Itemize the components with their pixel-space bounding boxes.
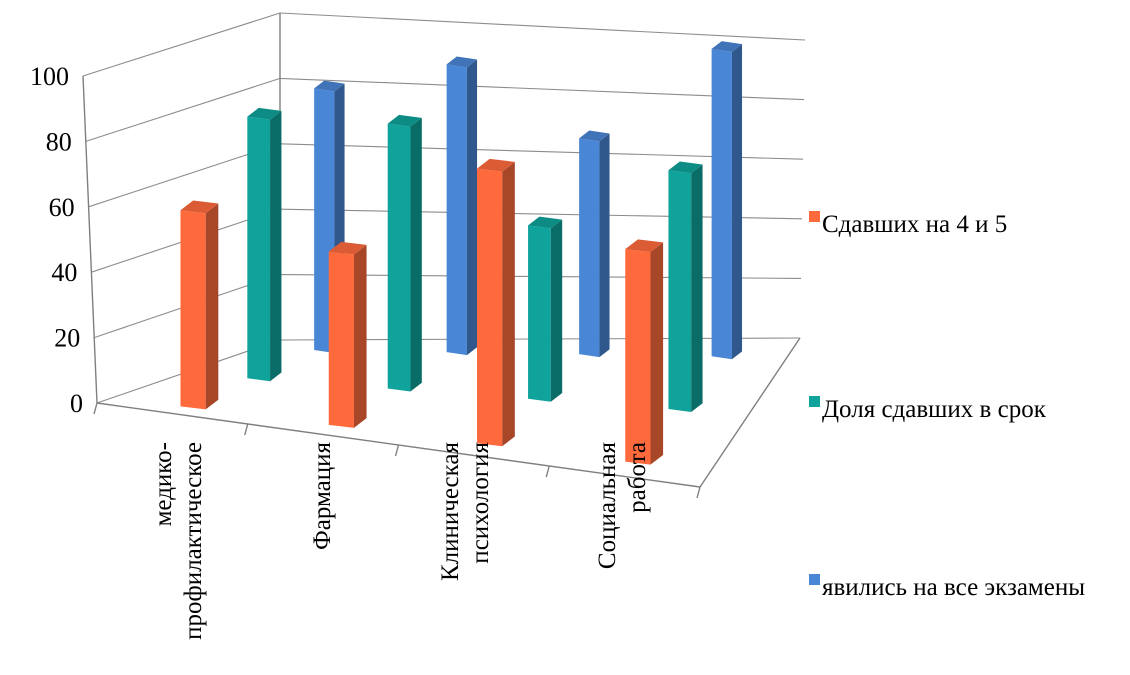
bar <box>247 107 282 382</box>
legend-label: явились на все экзамены <box>822 574 1085 601</box>
category-label-line: Фармация <box>309 442 336 550</box>
bar <box>328 241 367 428</box>
bar-side-face <box>353 244 367 428</box>
category-label-line: работа <box>624 442 651 513</box>
bar-side-face <box>550 219 563 402</box>
category-label-line: Клиническая <box>437 442 464 582</box>
legend-item: Сдавших на 4 и 5 <box>809 211 1007 238</box>
category-label-line: профилактическое <box>180 442 207 640</box>
side-gridline <box>82 12 281 77</box>
legend-swatch <box>809 211 820 222</box>
x-axis-tick <box>394 444 400 457</box>
bar-front-face <box>668 170 692 412</box>
bar-top-face <box>668 161 703 174</box>
legend-item: Доля сдавших в срок <box>809 396 1047 423</box>
bar-side-face <box>205 203 219 410</box>
category-label: Фармация <box>309 442 336 550</box>
x-axis-tick <box>696 486 701 499</box>
x-axis-tick <box>545 465 550 478</box>
y-tick-label: 40 <box>51 258 77 287</box>
bar-front-face <box>711 48 732 360</box>
bar-side-face <box>502 161 515 447</box>
bar-side-face <box>466 59 478 356</box>
x-axis-tick <box>244 423 249 436</box>
category-label-line: Социальная <box>594 442 621 570</box>
back-gridline <box>279 12 806 41</box>
bar-top-face <box>314 80 345 92</box>
x-axis-tick <box>93 402 98 415</box>
bar-front-face <box>579 138 600 358</box>
y-tick-label: 20 <box>54 324 80 353</box>
bars-layer <box>180 41 743 465</box>
bar-top-face <box>528 216 563 229</box>
bar-front-face <box>328 251 354 428</box>
bar-top-face <box>579 130 610 142</box>
category-label: Социальная работа <box>594 442 651 570</box>
bar <box>180 200 219 410</box>
side-gridline <box>85 77 281 142</box>
bar-top-face <box>625 239 664 253</box>
bar-side-face <box>270 110 282 382</box>
bar-top-face <box>446 56 478 68</box>
bar-front-face <box>625 249 651 465</box>
bar-front-face <box>528 225 551 402</box>
bar <box>528 216 563 402</box>
y-axis-tick-labels: 0 20 40 60 80 100 <box>30 62 83 418</box>
bar <box>625 239 664 465</box>
category-label-line: психология <box>467 442 494 564</box>
bar-side-face <box>650 242 664 465</box>
bar-side-face <box>691 164 703 412</box>
legend-item: явились на все экзамены <box>809 574 1085 601</box>
y-tick-label: 0 <box>70 389 83 418</box>
bar <box>446 56 478 356</box>
bar <box>477 158 515 447</box>
floor-right-edge <box>699 337 801 488</box>
bar-front-face <box>477 168 503 447</box>
bar-top-face <box>247 107 282 120</box>
y-tick-label: 80 <box>46 127 72 156</box>
bar <box>387 114 422 392</box>
bar-top-face <box>711 41 743 52</box>
bar <box>579 130 610 358</box>
bar-front-face <box>180 210 206 410</box>
bar-side-face <box>599 133 610 358</box>
category-label: Клиническая психология <box>437 442 494 582</box>
x-axis-category-labels: медико-профилактическое Фармация Клиническ… <box>150 442 651 640</box>
bar-top-face <box>387 114 422 127</box>
bar-front-face <box>247 116 271 382</box>
bar-side-face <box>731 44 743 360</box>
legend-swatch <box>809 396 820 407</box>
y-axis-line <box>82 75 98 404</box>
bar <box>668 161 703 412</box>
legend-swatch <box>809 574 820 585</box>
bar-front-face <box>387 123 411 392</box>
axes-layer <box>82 12 806 499</box>
bar-top-face <box>180 200 219 214</box>
bar-top-face <box>328 241 367 255</box>
bar-front-face <box>446 64 467 356</box>
y-tick-label: 60 <box>49 193 75 222</box>
category-label: медико-профилактическое <box>150 442 207 640</box>
category-label-line: медико- <box>150 442 177 526</box>
legend-label: Доля сдавших в срок <box>822 396 1047 423</box>
bar <box>711 41 743 360</box>
legend: Сдавших на 4 и 5 Доля сдавших в срок явили… <box>809 211 1085 601</box>
legend-label: Сдавших на 4 и 5 <box>822 211 1007 238</box>
bar-side-face <box>410 117 422 392</box>
bar-top-face <box>477 158 515 172</box>
y-tick-label: 100 <box>30 62 69 91</box>
